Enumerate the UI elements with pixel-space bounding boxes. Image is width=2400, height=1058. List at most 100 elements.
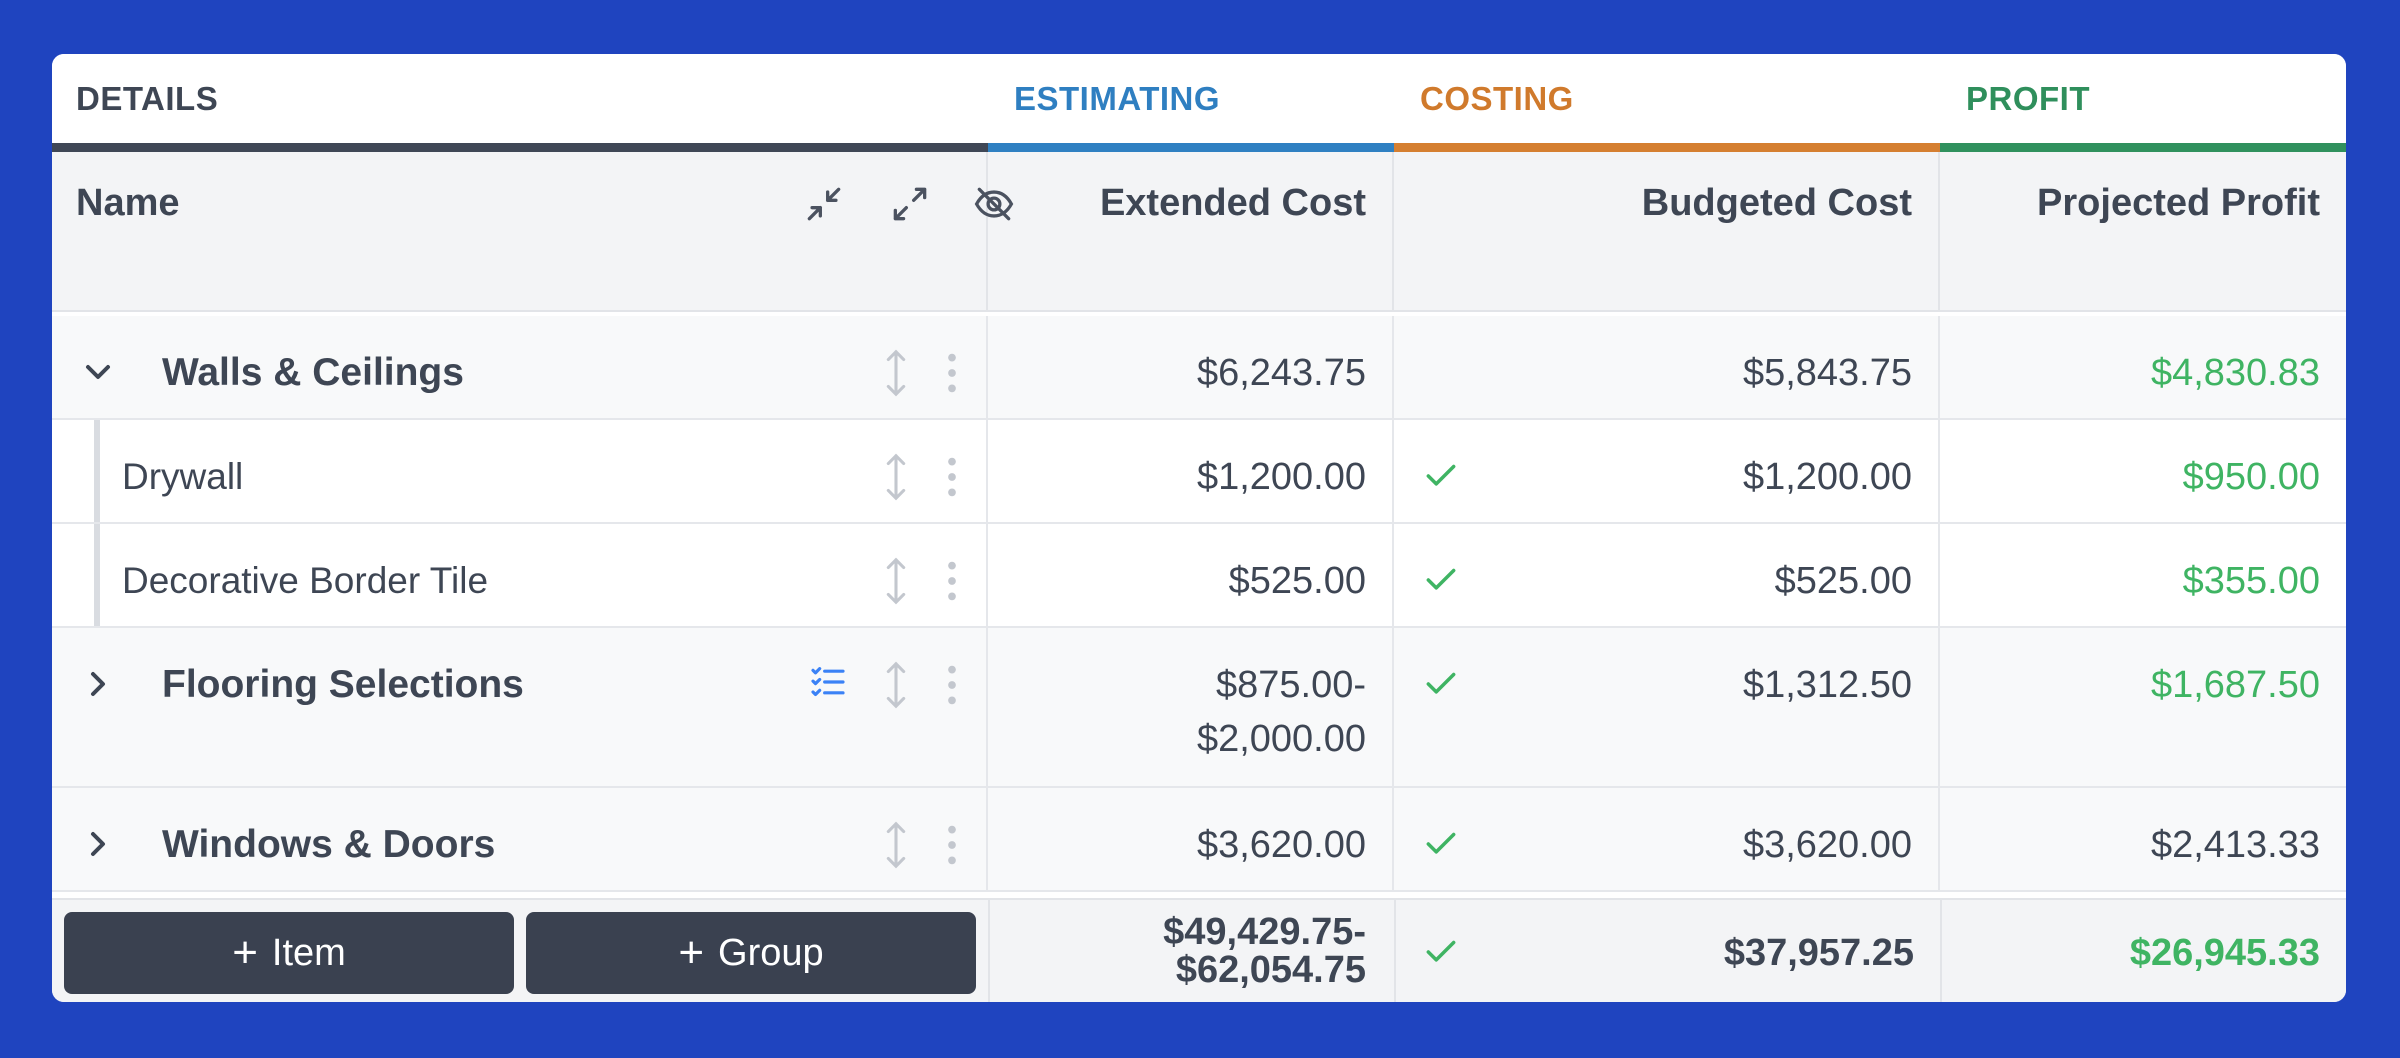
drag-handle-icon[interactable] (882, 556, 910, 606)
projected-profit-cell: $355.00 (1940, 524, 2346, 626)
checklist-icon[interactable] (808, 662, 848, 702)
extended-cost-cell: $525.00 (988, 524, 1394, 626)
column-budgeted-cost[interactable]: Budgeted Cost (1394, 152, 1940, 310)
projected-profit-value: $950.00 (2182, 456, 2320, 498)
indent-guide (94, 524, 100, 626)
row-name-cell: Windows & Doors (52, 788, 988, 890)
budgeted-cost-value: $5,843.75 (1742, 352, 1912, 394)
more-options-icon[interactable] (942, 556, 962, 606)
more-options-icon[interactable] (942, 660, 962, 710)
check-icon (1426, 568, 1456, 590)
column-projected-profit[interactable]: Projected Profit (1940, 152, 2346, 310)
section-estimating-label: ESTIMATING (1014, 80, 1221, 117)
drag-handle-icon[interactable] (882, 660, 910, 710)
drag-handle-icon[interactable] (882, 452, 910, 502)
budgeted-cost-cell: $3,620.00 (1394, 788, 1940, 890)
add-item-label: Item (271, 931, 346, 974)
add-item-button[interactable]: + Item (64, 912, 514, 994)
section-profit-bar (1940, 143, 2346, 152)
section-costing-label: COSTING (1420, 80, 1574, 117)
check-icon (1426, 464, 1456, 486)
add-group-label: Group (718, 931, 824, 974)
column-header: Name Extended Cost Budgeted Cost Project… (52, 152, 2346, 312)
budgeted-cost-value: $1,200.00 (1742, 456, 1912, 498)
footer-divider (988, 900, 990, 1002)
extended-cost-range-start: $875.00- (1215, 664, 1366, 706)
chevron-down-icon[interactable] (78, 352, 118, 392)
expand-all-icon[interactable] (888, 182, 932, 226)
section-costing-bar (1394, 143, 1940, 152)
row-name-cell: Walls & Ceilings (52, 316, 988, 418)
column-budgeted-cost-label: Budgeted Cost (1641, 182, 1912, 224)
projected-profit-value: $2,413.33 (2150, 824, 2320, 866)
chevron-right-icon[interactable] (78, 824, 118, 864)
budgeted-cost-value: $1,312.50 (1742, 664, 1912, 706)
projected-profit-cell: $950.00 (1940, 420, 2346, 522)
item-name: Decorative Border Tile (122, 560, 489, 601)
column-name-label: Name (76, 182, 180, 224)
section-estimating-bar (988, 143, 1394, 152)
projected-profit-cell: $1,687.50 (1940, 628, 2346, 786)
projected-profit-cell: $2,413.33 (1940, 788, 2346, 890)
total-budgeted-cost: $37,957.25 (1723, 932, 1914, 974)
plus-icon: + (232, 928, 258, 977)
collapse-all-icon[interactable] (802, 182, 846, 226)
budgeted-cost-cell: $525.00 (1394, 524, 1940, 626)
table-row[interactable]: Windows & Doors $3,620.00 $3,620.00 $2,4… (52, 788, 2346, 892)
check-icon (1426, 832, 1456, 854)
check-icon (1426, 672, 1456, 694)
table-footer: + Item + Group $49,429.75- $62,054.75 $3… (52, 898, 2346, 1002)
total-extended-cost-start: $49,429.75- (1163, 911, 1366, 953)
extended-cost-value: $3,620.00 (1196, 824, 1366, 866)
extended-cost-cell: $875.00- $2,000.00 (988, 628, 1394, 786)
extended-cost-value: $6,243.75 (1196, 352, 1366, 394)
more-options-icon[interactable] (942, 452, 962, 502)
section-header: DETAILS ESTIMATING COSTING PROFIT (52, 54, 2346, 152)
table-row[interactable]: Drywall $1,200.00 $1,200.00 $950.00 (52, 420, 2346, 524)
drag-handle-icon[interactable] (882, 348, 910, 398)
more-options-icon[interactable] (942, 348, 962, 398)
check-icon (1426, 940, 1456, 962)
more-options-icon[interactable] (942, 820, 962, 870)
extended-cost-value: $525.00 (1228, 560, 1366, 602)
hide-icon[interactable] (972, 182, 1016, 226)
row-name-cell: Decorative Border Tile (52, 524, 988, 626)
chevron-right-icon[interactable] (78, 664, 118, 704)
item-name: Drywall (122, 456, 244, 497)
table-row[interactable]: Decorative Border Tile $525.00 $525.00 $… (52, 524, 2346, 628)
group-name: Flooring Selections (162, 663, 524, 706)
row-name-cell: Flooring Selections (52, 628, 988, 786)
row-name-cell: Drywall (52, 420, 988, 522)
total-extended-cost-end: $62,054.75 (1175, 949, 1366, 991)
plus-icon: + (678, 928, 705, 977)
projected-profit-cell: $4,830.83 (1940, 316, 2346, 418)
section-details-bar (52, 143, 988, 152)
table-row[interactable]: Flooring Selections $875.00- $2,000.00 $… (52, 628, 2346, 788)
drag-handle-icon[interactable] (882, 820, 910, 870)
section-details: DETAILS (52, 54, 988, 152)
column-name[interactable]: Name (52, 152, 1014, 310)
section-estimating: ESTIMATING (988, 54, 1394, 152)
column-extended-cost[interactable]: Extended Cost (988, 152, 1394, 310)
projected-profit-value: $355.00 (2182, 560, 2320, 602)
projected-profit-value: $1,687.50 (2150, 664, 2320, 706)
budgeted-cost-cell: $1,200.00 (1394, 420, 1940, 522)
section-profit: PROFIT (1940, 54, 2346, 152)
group-name: Windows & Doors (162, 823, 496, 866)
budgeted-cost-cell: $1,312.50 (1394, 628, 1940, 786)
budgeted-cost-value: $3,620.00 (1742, 824, 1912, 866)
group-name: Walls & Ceilings (162, 351, 464, 394)
section-profit-label: PROFIT (1966, 80, 2090, 117)
extended-cost-cell: $3,620.00 (988, 788, 1394, 890)
column-extended-cost-label: Extended Cost (1099, 182, 1366, 224)
extended-cost-value: $1,200.00 (1196, 456, 1366, 498)
extended-cost-cell: $1,200.00 (988, 420, 1394, 522)
cost-table-card: DETAILS ESTIMATING COSTING PROFIT Name (52, 54, 2346, 1002)
table-row[interactable]: Walls & Ceilings $6,243.75 $5,843.75 $4,… (52, 316, 2346, 420)
projected-profit-value: $4,830.83 (2150, 352, 2320, 394)
add-group-button[interactable]: + Group (526, 912, 976, 994)
footer-divider (1940, 900, 1942, 1002)
footer-divider (1394, 900, 1396, 1002)
extended-cost-range-end: $2,000.00 (1196, 718, 1366, 760)
budgeted-cost-value: $525.00 (1774, 560, 1912, 602)
